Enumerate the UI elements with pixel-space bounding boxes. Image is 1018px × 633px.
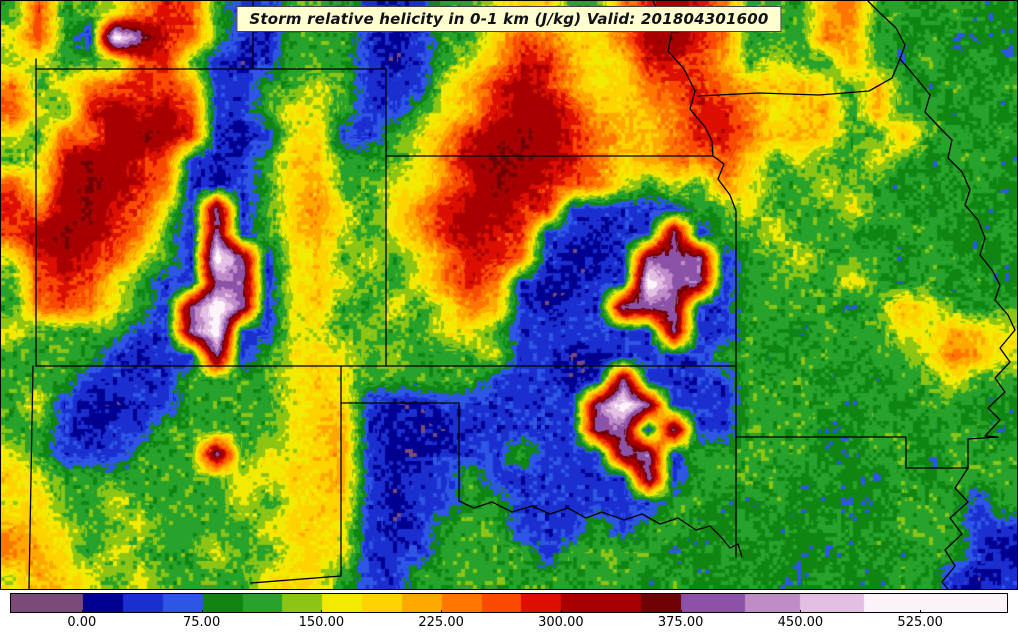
colorbar-tick-label: 375.00 xyxy=(657,615,704,630)
colorbar-tick xyxy=(81,610,83,613)
colorbar-tick-label: 150.00 xyxy=(298,615,345,630)
colorbar-tick xyxy=(920,610,922,613)
colorbar-tick xyxy=(560,610,562,613)
colorbar-tick-label: 0.00 xyxy=(67,615,97,630)
colorbar-tick xyxy=(680,610,682,613)
map-title: Storm relative helicity in 0-1 km (J/kg)… xyxy=(236,6,782,32)
colorbar-gradient xyxy=(10,593,1008,613)
colorbar-labels: 0.00 75.00 150.00 225.00 300.00 375.00 4… xyxy=(10,610,1008,633)
colorbar-tick-label: 225.00 xyxy=(418,615,464,630)
colorbar-tick xyxy=(800,610,802,613)
helicity-heatmap xyxy=(1,1,1017,589)
colorbar-tick xyxy=(321,610,323,613)
map-frame: Storm relative helicity in 0-1 km (J/kg)… xyxy=(0,0,1018,590)
colorbar-tick xyxy=(441,610,443,613)
colorbar-tick-label: 300.00 xyxy=(538,615,584,630)
colorbar: 0.00 75.00 150.00 225.00 300.00 375.00 4… xyxy=(10,593,1008,633)
colorbar-tick xyxy=(201,610,203,613)
colorbar-tick-label: 75.00 xyxy=(183,615,221,630)
colorbar-tick-label: 450.00 xyxy=(777,615,824,630)
colorbar-tick-label: 525.00 xyxy=(897,615,943,630)
